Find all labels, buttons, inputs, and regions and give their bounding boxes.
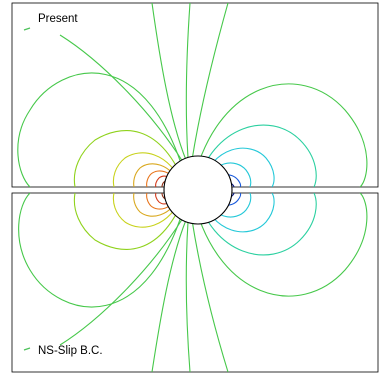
- contour-line: [73, 130, 187, 187]
- contour-line: [59, 34, 184, 163]
- bottom-legend-swatch: [23, 347, 31, 351]
- cylinder-body: [163, 155, 233, 225]
- contour-line: [112, 193, 185, 228]
- contour-line: [185, 221, 191, 372]
- contour-line: [191, 3, 229, 161]
- contour-line: [73, 193, 187, 250]
- contour-line: [185, 3, 191, 159]
- contour-line: [191, 219, 229, 372]
- contour-line: [151, 3, 187, 161]
- contour-line: [195, 124, 317, 187]
- contour-line: [191, 193, 368, 297]
- contour-line: [151, 219, 187, 372]
- top-legend: Present: [23, 13, 78, 31]
- top-legend-swatch: [23, 27, 31, 31]
- contour-line: [191, 83, 368, 187]
- contour-line: [112, 152, 185, 187]
- contour-line: [17, 72, 189, 187]
- contour-line: [195, 193, 317, 256]
- top-legend-label: Present: [38, 13, 78, 25]
- contour-line: [18, 193, 189, 308]
- bottom-legend-label: NS-Slip B.C.: [38, 345, 103, 357]
- bottom-legend: NS-Slip B.C.: [23, 345, 103, 357]
- contour-line: [59, 217, 184, 346]
